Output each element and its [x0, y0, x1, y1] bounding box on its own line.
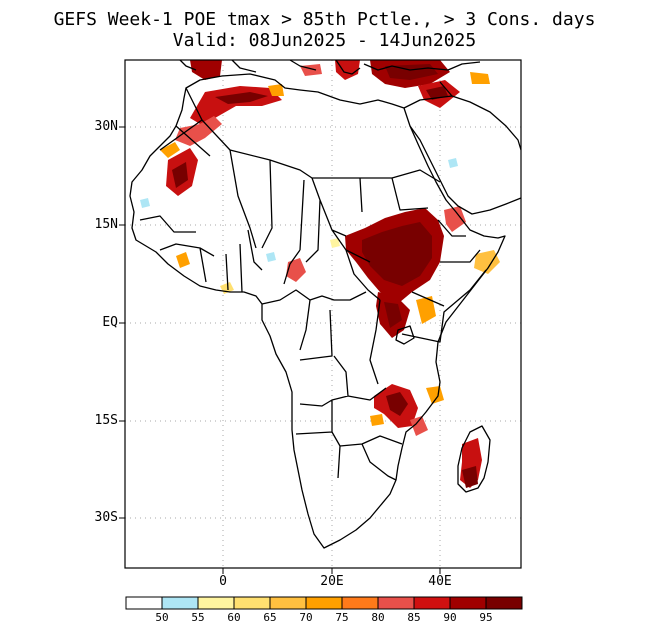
- hot-region-maghreb: [190, 60, 222, 80]
- colorbar: [125, 596, 523, 610]
- map-panel: [119, 59, 522, 574]
- colorbar-tick-label: 50: [155, 611, 169, 624]
- colorbar-swatch: [449, 596, 487, 610]
- axis-ticks: [119, 126, 441, 574]
- colorbar-tick-label: 75: [335, 611, 349, 624]
- coastlines: [129, 59, 522, 549]
- colorbar-tick-label: 55: [191, 611, 205, 624]
- lat-label-15s: 15S: [94, 413, 118, 428]
- lat-label-30s: 30S: [94, 510, 118, 525]
- madagascar-coastline: [457, 425, 491, 493]
- colorbar-swatch: [485, 596, 523, 610]
- colorbar-swatch: [269, 596, 307, 610]
- colorbar-swatch: [413, 596, 451, 610]
- colorbar-swatch: [125, 596, 163, 610]
- colorbar-swatch: [341, 596, 379, 610]
- map-frame: [124, 59, 522, 569]
- colorbar-swatch: [233, 596, 271, 610]
- map-title-line1: GEFS Week-1 POE tmax > 85th Pctle., > 3 …: [53, 9, 596, 30]
- colorbar-swatch: [197, 596, 235, 610]
- colorbar-swatch: [377, 596, 415, 610]
- lat-label-eq: EQ: [102, 315, 118, 330]
- lon-label-40e: 40E: [428, 574, 452, 589]
- colorbar-swatch: [161, 596, 199, 610]
- lat-label-30n: 30N: [94, 119, 118, 134]
- colorbar-swatch: [305, 596, 343, 610]
- colorbar-tick-label: 65: [263, 611, 277, 624]
- lon-label-0: 0: [219, 574, 227, 589]
- map-title-line2: Valid: 08Jun2025 - 14Jun2025: [172, 30, 477, 51]
- colorbar-tick-label: 60: [227, 611, 241, 624]
- lat-label-15n: 15N: [94, 217, 118, 232]
- country-borders: [139, 87, 487, 481]
- colorbar-tick-label: 80: [371, 611, 385, 624]
- colorbar-tick-label: 95: [479, 611, 493, 624]
- hot-region-west-africa: [286, 258, 306, 282]
- probability-shading: [140, 60, 500, 488]
- colorbar-tick-label: 70: [299, 611, 313, 624]
- lon-label-20e: 20E: [320, 574, 344, 589]
- colorbar-tick-label: 90: [443, 611, 457, 624]
- colorbar-tick-label: 85: [407, 611, 421, 624]
